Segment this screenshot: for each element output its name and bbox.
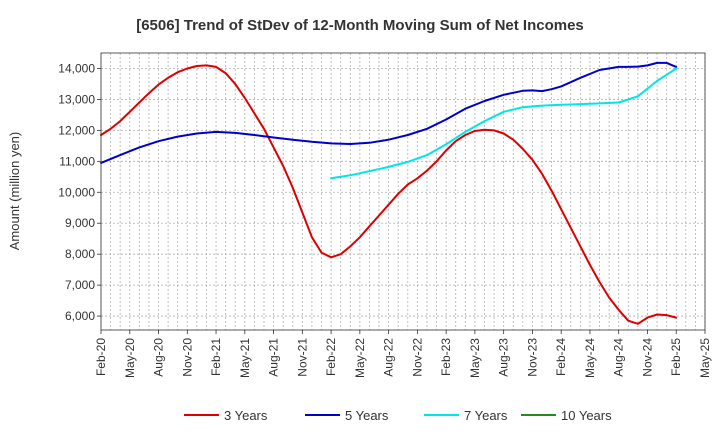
y-axis-label: Amount (million yen): [7, 132, 22, 251]
x-tick-label: Feb-23: [439, 338, 453, 376]
legend: 3 Years 5 Years 7 Years 10 Years: [184, 408, 612, 423]
x-tick-labels: Feb-20 May-20 Aug-20 Nov-20 Feb-21 May-21 Aug-…: [94, 330, 712, 378]
x-tick-label: Feb-21: [209, 338, 223, 376]
legend-label: 10 Years: [561, 408, 612, 423]
y-tick-label: 14,000: [58, 61, 95, 75]
y-tick-label: 13,000: [58, 92, 95, 106]
x-tick-label: Aug-21: [267, 338, 281, 377]
series-line-7-years: [330, 67, 678, 180]
x-tick-label: Nov-24: [640, 338, 654, 377]
y-tick-label: 7,000: [65, 278, 95, 292]
x-tick-label: May-25: [698, 338, 712, 378]
x-tick-label: May-23: [468, 338, 482, 378]
y-tick-label: 10,000: [58, 185, 95, 199]
x-tick-label: May-24: [583, 338, 597, 378]
y-tick-label: 11,000: [59, 154, 95, 168]
series-layer: [100, 61, 678, 325]
y-tick-labels: 6,000 7,000 8,000 9,000 10,000 11,000 12,000 13…: [58, 61, 101, 323]
y-tick-label: 9,000: [65, 216, 95, 230]
grid-layer: [100, 53, 706, 330]
x-tick-label: Nov-22: [410, 338, 424, 377]
legend-label: 5 Years: [345, 408, 389, 423]
x-tick-label: Aug-22: [382, 338, 396, 377]
series-line-5-years: [100, 61, 678, 164]
x-tick-label: May-20: [123, 338, 137, 378]
x-tick-label: Aug-23: [497, 338, 511, 377]
x-tick-label: Feb-22: [324, 338, 338, 376]
series-line-3-years: [100, 64, 678, 325]
y-tick-label: 12,000: [58, 123, 95, 137]
x-tick-label: May-21: [238, 338, 252, 378]
x-tick-label: Feb-25: [669, 338, 683, 376]
x-tick-label: Aug-20: [152, 338, 166, 377]
x-tick-label: Nov-20: [180, 338, 194, 377]
y-tick-label: 6,000: [65, 309, 95, 323]
chart-title: [6506] Trend of StDev of 12-Month Moving…: [136, 17, 584, 34]
legend-label: 7 Years: [464, 408, 508, 423]
x-tick-label: Feb-24: [554, 338, 568, 376]
x-tick-label: May-22: [353, 338, 367, 378]
legend-label: 3 Years: [224, 408, 268, 423]
y-tick-label: 8,000: [65, 247, 95, 261]
x-tick-label: Nov-23: [525, 338, 539, 377]
plot-frame: [100, 52, 706, 331]
x-tick-label: Feb-20: [94, 338, 108, 376]
x-tick-label: Nov-21: [295, 338, 309, 377]
x-tick-label: Aug-24: [612, 338, 626, 377]
